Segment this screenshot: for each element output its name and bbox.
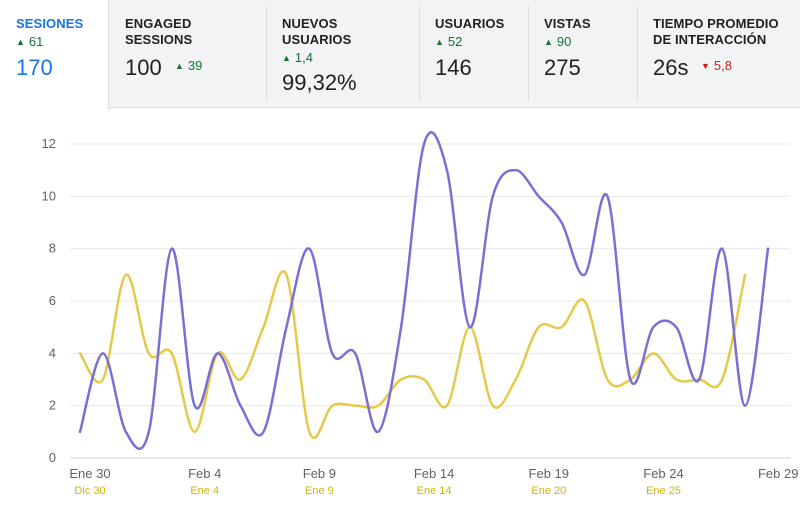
arrow-up-icon: ▲	[282, 53, 291, 63]
metric-value: 275	[544, 55, 581, 80]
y-tick-label: 2	[49, 398, 56, 413]
y-tick-label: 4	[49, 345, 56, 360]
delta-badge: ▲ 39	[175, 58, 203, 73]
tab-divider	[266, 6, 267, 101]
y-tick-label: 10	[42, 188, 56, 203]
x-tick-label: Feb 24	[643, 466, 683, 481]
arrow-down-icon: ▼	[701, 61, 710, 71]
tab-nuevos-usuarios[interactable]: NUEVOS USUARIOS ▲ 1,4 99,32%	[266, 0, 419, 108]
tab-vistas[interactable]: VISTAS ▲ 90 275	[528, 0, 637, 108]
delta-badge: ▼ 5,8	[701, 58, 732, 73]
metric-value: 100	[125, 55, 162, 80]
tab-sesiones[interactable]: SESIONES ▲ 61 170	[0, 0, 109, 110]
delta-badge: ▲ 1,4	[282, 50, 313, 65]
y-tick-label: 6	[49, 293, 56, 308]
metric-value: 170	[16, 55, 53, 80]
tab-usuarios[interactable]: USUARIOS ▲ 52 146	[419, 0, 528, 108]
x-tick-label: Feb 19	[529, 466, 569, 481]
metric-value: 26s	[653, 55, 689, 80]
y-tick-label: 0	[49, 450, 56, 465]
tab-divider	[419, 6, 420, 101]
tab-tiempo-promedio[interactable]: TIEMPO PROMEDIO DE INTERACCIÓN 26s ▼ 5,8	[637, 0, 800, 108]
comparison-x-tick-label: Ene 20	[531, 485, 566, 497]
tab-engaged-sessions[interactable]: ENGAGED SESSIONS 100 ▲ 39	[109, 0, 266, 108]
tab-label: USUARIOS	[435, 16, 505, 31]
y-tick-label: 8	[49, 241, 56, 256]
tab-divider	[637, 6, 638, 101]
series-line-primary	[78, 131, 770, 450]
metric-value: 146	[435, 55, 472, 80]
arrow-up-icon: ▲	[16, 37, 25, 47]
comparison-x-tick-label: Dic 30	[74, 485, 105, 497]
x-tick-label: Feb 4	[188, 466, 221, 481]
x-tick-label: Feb 29	[758, 466, 798, 481]
comparison-x-tick-label: Ene 25	[646, 485, 681, 497]
delta-badge: ▲ 52	[435, 34, 463, 49]
arrow-up-icon: ▲	[544, 37, 553, 47]
comparison-x-tick-label: Ene 14	[417, 485, 452, 497]
tab-label: NUEVOS USUARIOS	[282, 16, 352, 47]
comparison-x-tick-label: Ene 9	[305, 485, 334, 497]
delta-badge: ▲ 61	[16, 34, 44, 49]
y-tick-label: 12	[42, 136, 56, 151]
arrow-up-icon: ▲	[435, 37, 444, 47]
tab-divider	[528, 6, 529, 101]
tab-label: ENGAGED SESSIONS	[125, 16, 193, 47]
delta-badge: ▲ 90	[544, 34, 572, 49]
metric-tabs: SESIONES ▲ 61 170 ENGAGED SESSIONS 100 ▲ 3…	[0, 0, 800, 110]
tab-label: VISTAS	[544, 16, 591, 31]
comparison-x-tick-label: Ene 4	[190, 485, 219, 497]
line-chart: 0 2 4 6 8 10 12 Ene 30 Feb 4 Feb 9 Feb 14 Feb 19 Feb…	[42, 131, 798, 497]
tab-label: SESIONES	[16, 16, 84, 31]
x-tick-label: Feb 9	[303, 466, 336, 481]
x-tick-label: Feb 14	[414, 466, 454, 481]
metric-value: 99,32%	[282, 70, 357, 95]
x-tick-label: Ene 30	[69, 466, 110, 481]
tab-label: TIEMPO PROMEDIO DE INTERACCIÓN	[653, 16, 779, 47]
arrow-up-icon: ▲	[175, 61, 184, 71]
